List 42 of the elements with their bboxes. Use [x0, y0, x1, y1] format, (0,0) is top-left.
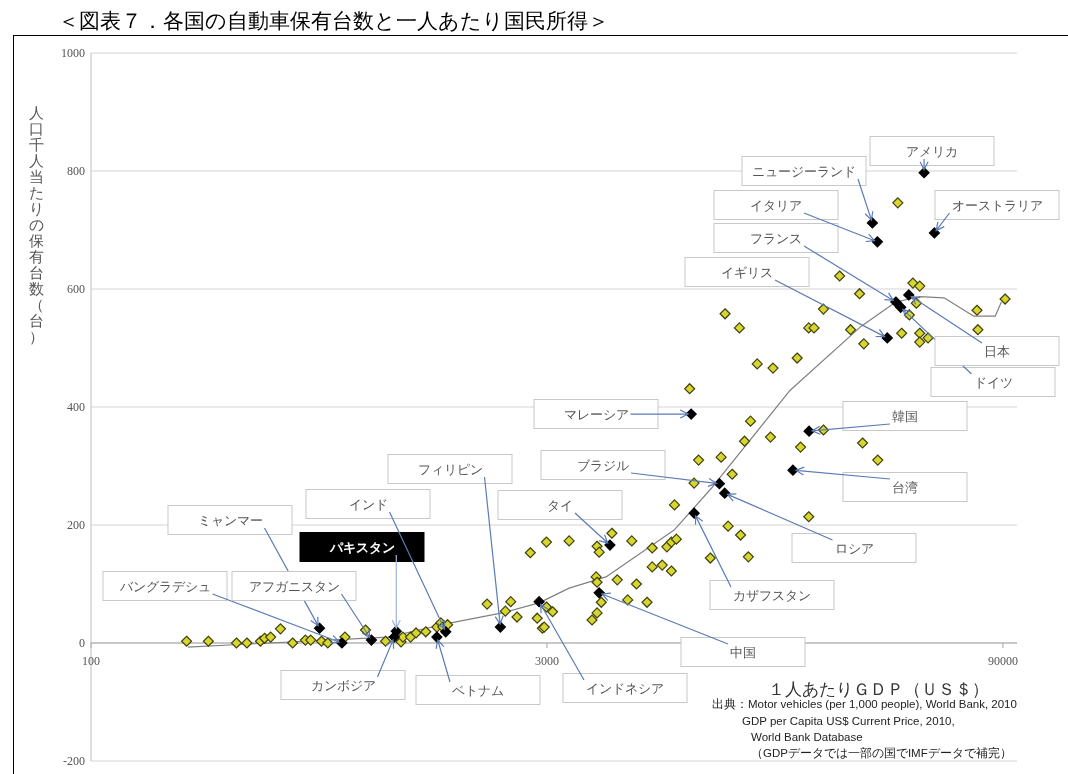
x-tick-label: 90000 — [987, 654, 1018, 668]
annotation: 台湾 — [892, 480, 918, 495]
annotation: フィリピン — [417, 462, 483, 477]
y-tick-label: 800 — [67, 164, 85, 178]
x-axis-title: １人あたりＧＤＰ（ＵＳ＄） — [767, 680, 989, 699]
annotation: 出典：Motor vehicles (per 1,000 people), World Bank, 2010 — [712, 698, 1017, 710]
annotation: オーストラリア — [951, 198, 1043, 213]
annotation: 中国 — [730, 645, 756, 660]
annotation: タイ — [547, 498, 573, 513]
annotation: 韓国 — [892, 409, 918, 424]
x-tick-label: 3000 — [534, 654, 559, 668]
annotation: カザフスタン — [733, 588, 811, 603]
annotation: ミャンマー — [197, 513, 263, 528]
annotation: マレーシア — [563, 407, 629, 422]
annotation: ブラジル — [577, 458, 629, 473]
chart-title: ＜図表７．各国の自動車保有台数と一人あたり国民所得＞ — [58, 9, 609, 32]
annotation: アフガニスタン — [248, 579, 340, 594]
y-tick-label: -200 — [63, 754, 85, 768]
annotation: ベトナム — [452, 683, 504, 698]
y-tick-label: 0 — [79, 636, 85, 650]
annotation: バングラデシュ — [118, 579, 211, 594]
annotation: World Bank Database — [751, 731, 863, 743]
x-tick-label: 100 — [82, 654, 100, 668]
annotation: 日本 — [984, 344, 1010, 359]
y-tick-label: 200 — [67, 518, 85, 532]
annotation: インドネシア — [586, 681, 664, 696]
y-tick-label: 600 — [67, 282, 85, 296]
text: 人口千人当たりの保有台数（台） — [28, 104, 44, 345]
annotation: カンボジア — [310, 678, 376, 693]
annotation: （GDPデータでは一部の国でIMFデータで補完） — [751, 746, 1012, 760]
y-tick-label: 400 — [67, 400, 85, 414]
annotation: アメリカ — [906, 144, 958, 159]
annotation: イタリア — [750, 198, 802, 213]
annotation: パキスタン — [328, 540, 395, 555]
annotation: フランス — [750, 231, 802, 246]
annotation: GDP per Capita US$ Current Price, 2010, — [742, 715, 955, 727]
annotation: ニュージーランド — [752, 164, 856, 179]
annotation: イギリス — [721, 265, 773, 280]
annotation: ロシア — [834, 541, 874, 556]
annotation: ドイツ — [973, 375, 1013, 390]
annotation: インド — [348, 497, 388, 512]
y-tick-label: 1000 — [61, 46, 85, 60]
